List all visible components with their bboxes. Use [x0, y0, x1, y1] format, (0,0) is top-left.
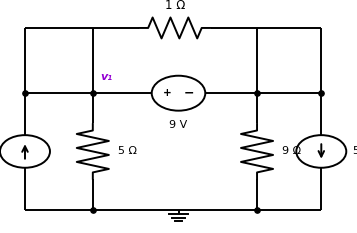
Text: 1 Ω: 1 Ω [165, 0, 185, 12]
Text: +: + [163, 88, 172, 98]
Text: 5 A: 5 A [353, 147, 357, 156]
Text: 9 Ω: 9 Ω [282, 147, 301, 156]
Text: 9 V: 9 V [169, 120, 188, 130]
Text: −: − [183, 87, 194, 100]
Text: v₁: v₁ [100, 72, 112, 82]
Text: 5 Ω: 5 Ω [118, 147, 137, 156]
